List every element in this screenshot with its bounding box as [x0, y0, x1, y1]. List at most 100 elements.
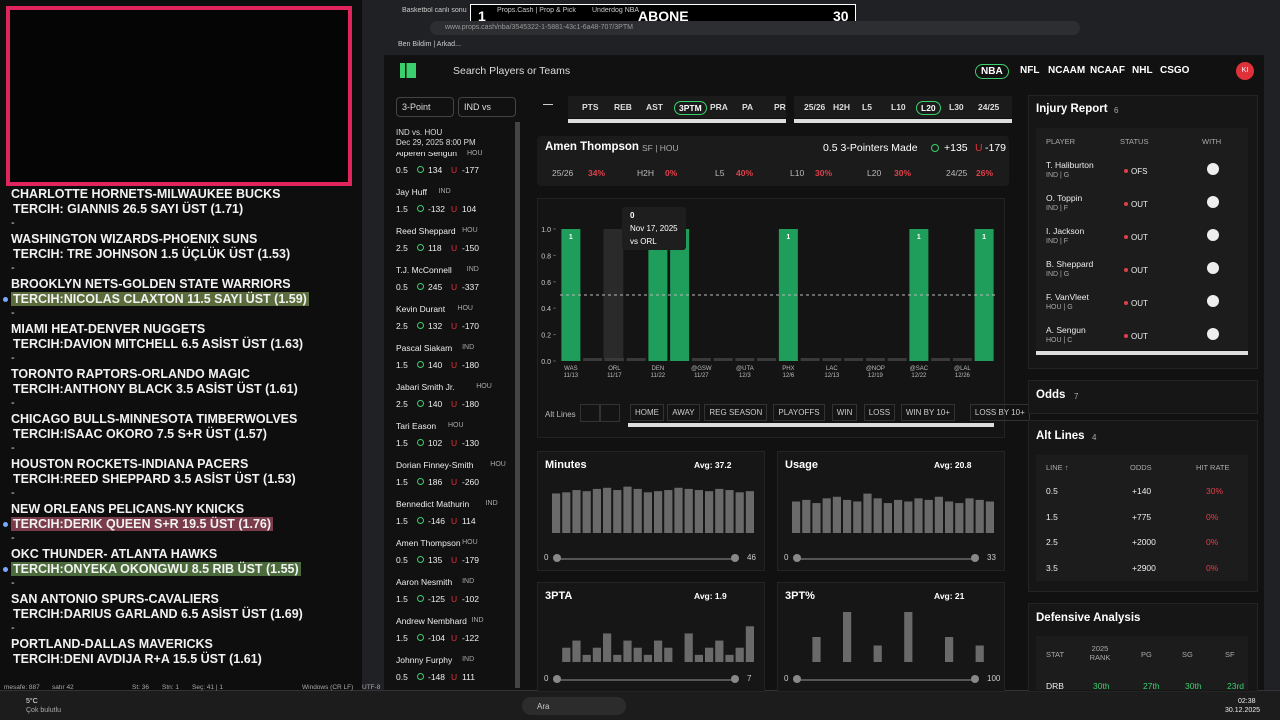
with-button[interactable] — [1207, 328, 1219, 340]
range-tab[interactable]: H2H — [833, 102, 851, 112]
slider-knob[interactable] — [971, 675, 979, 683]
mini-bar — [582, 491, 591, 533]
search[interactable]: Search Players or Teams — [453, 65, 571, 77]
league-tab[interactable]: CSGO — [1160, 65, 1190, 76]
slider-knob[interactable] — [731, 554, 739, 562]
filter-chip[interactable]: AWAY — [667, 404, 700, 421]
stat-tab[interactable]: PA — [742, 102, 754, 112]
range-tab[interactable]: L5 — [862, 102, 872, 112]
player-name[interactable]: Pascal Siakam — [396, 343, 453, 353]
defense-rank: 30th — [1093, 681, 1110, 691]
slider-knob[interactable] — [553, 675, 561, 683]
bar — [583, 358, 603, 361]
alt-line: 0.5 — [1046, 486, 1058, 496]
injury-status: OUT — [1131, 233, 1148, 242]
col-header: SG — [1182, 650, 1193, 659]
player-name[interactable]: Tari Eason — [396, 421, 437, 431]
bookmark[interactable]: Ben Bildim | Arkad... — [398, 41, 461, 48]
filter-chip[interactable]: PLAYOFFS — [773, 404, 825, 421]
slider-knob[interactable] — [731, 675, 739, 683]
player-over: -146 — [428, 516, 446, 526]
stat-tab[interactable]: PRA — [710, 102, 728, 112]
player-name[interactable]: Jabari Smith Jr. — [396, 382, 455, 392]
panel-title: Injury Report — [1036, 103, 1108, 115]
defense-table — [1036, 636, 1248, 690]
slider-track — [795, 679, 975, 681]
mini-bar — [705, 491, 714, 533]
player-name[interactable]: Andrew Nembhard — [396, 616, 467, 626]
stat-tab[interactable]: AST — [646, 102, 663, 112]
alt-table — [1036, 455, 1248, 581]
alt-hit: 0% — [1206, 511, 1219, 522]
under-prefix: U — [451, 282, 458, 292]
status-dot — [1124, 169, 1128, 173]
league-tab[interactable]: NFL — [1020, 65, 1040, 76]
player-under: -170 — [462, 321, 480, 331]
browser-tab[interactable]: Props.Cash | Prop & Pick — [497, 7, 576, 14]
under-prefix: U — [451, 165, 458, 175]
range-tab[interactable]: L20 — [916, 101, 941, 115]
with-button[interactable] — [1207, 163, 1219, 175]
player-name[interactable]: Amen Thompson — [396, 538, 461, 548]
with-button[interactable] — [1207, 196, 1219, 208]
player-name[interactable]: Bennedict Mathurin — [396, 499, 470, 509]
slider-knob[interactable] — [971, 554, 979, 562]
browser-tab[interactable]: Basketbol canlı sonu — [402, 7, 467, 14]
slider-knob[interactable] — [793, 554, 801, 562]
browser-tab[interactable]: Underdog NBA — [592, 7, 640, 14]
search-box[interactable] — [522, 697, 626, 715]
filter-chip[interactable]: HOME — [630, 404, 664, 421]
filter-chip[interactable]: WIN — [831, 404, 858, 421]
range-tab[interactable]: 24/25 — [978, 102, 1000, 112]
filter-chip[interactable]: LOSS BY 10+ — [969, 404, 1030, 421]
separator: - — [11, 307, 15, 319]
clock-date: 30.12.2025 — [1225, 707, 1261, 714]
filter-select[interactable]: IND vs — [458, 97, 516, 117]
mini-bar — [592, 647, 601, 662]
injury-name: T. Haliburton — [1046, 160, 1094, 170]
col-header: PLAYER — [1046, 137, 1076, 146]
filter-select[interactable]: 3-Point — [396, 97, 454, 117]
panel-title: Defensive Analysis — [1036, 612, 1141, 624]
slider-track — [555, 558, 735, 560]
filter-chip[interactable]: WIN BY 10+ — [900, 404, 955, 421]
filter-chip[interactable]: REG SEASON — [704, 404, 768, 421]
player-name[interactable]: Dorian Finney-Smith — [396, 460, 474, 470]
with-button[interactable] — [1207, 229, 1219, 241]
under-prefix: U — [451, 555, 458, 565]
slider-knob[interactable] — [793, 675, 801, 683]
avatar[interactable]: KI — [1236, 62, 1254, 80]
league-tab[interactable]: NHL — [1132, 65, 1153, 76]
player-name[interactable]: Aaron Nesmith — [396, 577, 453, 587]
mini-bar — [603, 633, 612, 662]
taskbar — [0, 690, 1280, 720]
filter-chip[interactable]: LOSS — [863, 404, 896, 421]
pick-game: MIAMI HEAT-DENVER NUGGETS — [11, 322, 206, 336]
player-name[interactable]: Jay Huff — [396, 187, 428, 197]
stat-tab[interactable]: REB — [614, 102, 632, 112]
range-tab[interactable]: L10 — [891, 102, 906, 112]
mini-avg: Avg: 1.9 — [694, 591, 727, 601]
with-button[interactable] — [1207, 262, 1219, 274]
league-tab[interactable]: NCAAM — [1048, 65, 1086, 76]
player-name[interactable]: T.J. McConnell — [396, 265, 452, 275]
pick-text: TERCIH:ISAAC OKORO 7.5 S+R ÜST (1.57) — [13, 427, 267, 441]
player-name[interactable]: Kevin Durant — [396, 304, 446, 314]
stat-scroll — [568, 119, 786, 123]
player-over: 118 — [428, 243, 442, 253]
league-tab[interactable]: NCAAF — [1090, 65, 1125, 76]
player-name[interactable]: Johnny Furphy — [396, 655, 453, 665]
x-tick-date: 11/27 — [694, 373, 709, 379]
x-tick-date: 12/6 — [783, 373, 795, 379]
stat-tab[interactable]: PTS — [582, 102, 599, 112]
range-tab[interactable]: 25/26 — [804, 102, 826, 112]
with-button[interactable] — [1207, 295, 1219, 307]
slider-knob[interactable] — [553, 554, 561, 562]
x-tick-label: @GSW — [691, 366, 712, 372]
hit-label: L5 — [715, 168, 725, 178]
league-tab[interactable]: NBA — [975, 64, 1009, 79]
player-name[interactable]: Reed Sheppard — [396, 226, 456, 236]
stat-tab[interactable]: 3PTM — [674, 101, 707, 115]
range-tab[interactable]: L30 — [949, 102, 964, 112]
stat-tab[interactable]: PR — [774, 102, 786, 112]
